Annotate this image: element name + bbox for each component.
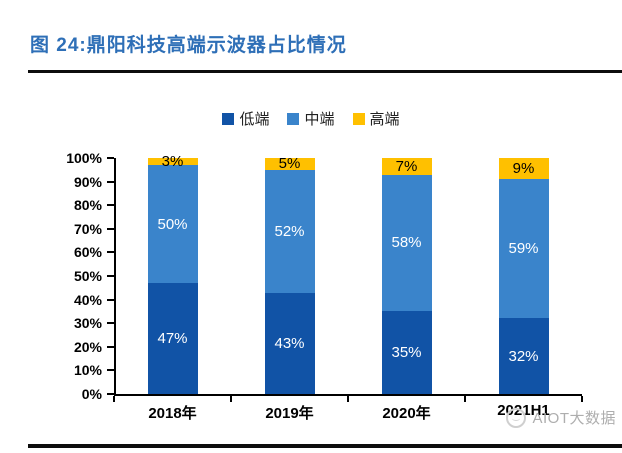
y-axis-tick: [107, 180, 114, 183]
bar-value-label: 47%: [157, 330, 188, 348]
y-axis-tick-label: 60%: [73, 244, 102, 261]
y-axis-tick: [107, 369, 114, 372]
x-axis-category-label: 2019年: [265, 405, 314, 422]
y-axis-tick-label: 50%: [73, 268, 102, 284]
y-axis-tick: [107, 393, 114, 395]
chart-legend: 低端 中端 高端: [0, 108, 622, 129]
legend-swatch-icon: [222, 112, 235, 125]
bar-segment-中端: 50%: [147, 165, 198, 284]
bar-segment-高端: 7%: [381, 157, 432, 175]
stacked-bar: 47% 50% 3%: [147, 154, 198, 394]
title-divider-line: [28, 70, 622, 73]
bar-value-label: 32%: [508, 347, 539, 365]
legend-label: 中端: [304, 111, 335, 128]
y-axis-tick-label: 0%: [81, 386, 102, 402]
bar-segment-低端: 35%: [381, 311, 432, 394]
bar-value-label: 43%: [274, 334, 305, 352]
y-axis-tick: [107, 157, 114, 159]
x-axis-category-label: 2018年: [148, 405, 197, 422]
stacked-bar: 35% 58% 7%: [381, 157, 432, 394]
x-axis-tick: [347, 396, 349, 402]
x-axis-tick: [464, 396, 466, 402]
bar-segment-中端: 52%: [264, 169, 315, 293]
bar-segment-高端: 5%: [264, 155, 315, 173]
y-axis-tick: [107, 251, 114, 254]
bar-segment-低端: 47%: [147, 283, 198, 394]
bar-value-label: 50%: [157, 215, 188, 233]
x-axis-tick: [230, 396, 232, 402]
y-axis-tick-label: 100%: [66, 150, 102, 166]
watermark: AIOT大数据: [506, 407, 616, 428]
x-axis-tick: [113, 396, 115, 402]
y-axis-tick-label: 10%: [73, 362, 102, 379]
bottom-divider-line: [28, 444, 622, 448]
y-axis-tick-label: 70%: [73, 220, 102, 237]
y-axis-tick: [107, 322, 114, 325]
figure-title: 图 24:鼎阳科技高端示波器占比情况: [30, 35, 347, 56]
y-axis-tick-label: 30%: [73, 315, 102, 332]
y-axis-tick: [107, 298, 114, 301]
y-axis-tick-label: 40%: [73, 291, 102, 308]
bar-value-label: 9%: [512, 160, 535, 178]
bar-value-label: 59%: [508, 240, 539, 258]
y-axis-tick: [107, 227, 114, 230]
legend-swatch-icon: [287, 112, 300, 125]
legend-item-高端: 高端: [352, 108, 400, 129]
y-axis-tick-label: 90%: [73, 173, 102, 190]
bar-value-label: 52%: [274, 222, 305, 240]
legend-item-低端: 低端: [222, 108, 269, 129]
y-axis-tick-label: 20%: [73, 338, 102, 355]
bar-segment-中端: 58%: [381, 174, 432, 312]
legend-swatch-icon: [352, 112, 365, 125]
bar-value-label: 5%: [278, 155, 301, 173]
watermark-text: AIOT大数据: [532, 410, 616, 427]
legend-item-中端: 中端: [287, 108, 335, 129]
bar-segment-低端: 43%: [264, 292, 315, 394]
x-axis-tick: [581, 396, 583, 402]
bar-segment-低端: 32%: [498, 318, 549, 394]
bar-segment-高端: 9%: [498, 158, 549, 180]
bar-segment-中端: 59%: [498, 179, 549, 319]
y-axis-tick: [107, 345, 114, 348]
bar-segment-高端: 3%: [147, 154, 198, 169]
legend-label: 低端: [239, 111, 270, 128]
y-axis-tick-label: 80%: [73, 197, 102, 214]
legend-label: 高端: [369, 111, 400, 128]
stacked-bar: 32% 59% 9%: [498, 158, 549, 394]
y-axis-tick: [107, 204, 114, 207]
watermark-logo-icon: [506, 407, 527, 428]
stacked-bar: 43% 52% 5%: [264, 155, 315, 394]
plot-area: [114, 158, 582, 396]
bar-value-label: 35%: [391, 344, 422, 362]
y-axis-tick: [107, 275, 114, 277]
bar-value-label: 3%: [161, 153, 184, 171]
bar-value-label: 58%: [391, 234, 422, 252]
bar-value-label: 7%: [395, 157, 418, 175]
x-axis-category-label: 2020年: [382, 405, 431, 422]
